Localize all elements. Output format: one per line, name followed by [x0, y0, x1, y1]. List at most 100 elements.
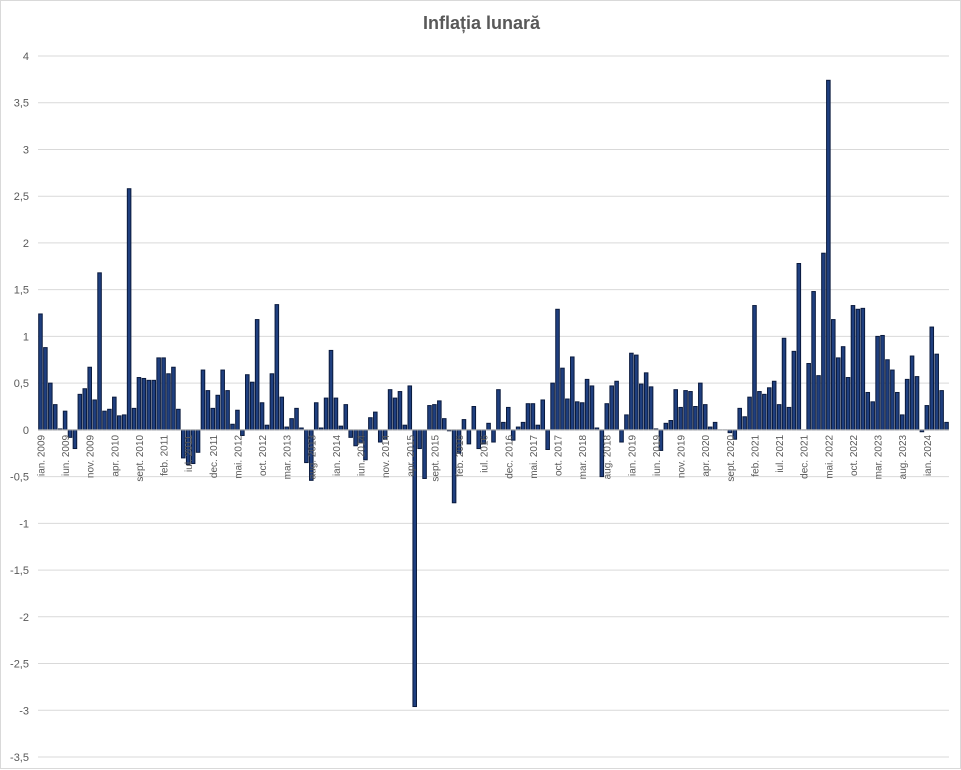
bar — [689, 392, 693, 430]
bar — [832, 320, 836, 430]
bar — [428, 406, 432, 430]
bar — [196, 430, 200, 452]
x-tick-label: aug. 2018 — [603, 434, 614, 479]
bar — [856, 309, 860, 430]
bar — [398, 392, 402, 430]
bar — [615, 381, 619, 430]
bar — [502, 422, 506, 429]
bar — [467, 430, 471, 444]
bar — [521, 422, 525, 429]
bar — [93, 400, 97, 430]
bar — [610, 386, 614, 430]
bar — [103, 411, 107, 430]
x-tick-label: nov. 2014 — [381, 434, 392, 478]
bar — [551, 383, 555, 430]
bar — [940, 391, 944, 430]
x-tick-label: dec. 2011 — [209, 434, 220, 478]
x-tick-label: oct. 2012 — [258, 434, 269, 476]
bar — [625, 415, 629, 430]
bar — [49, 383, 53, 430]
x-tick-label: dec. 2021 — [800, 434, 811, 478]
x-tick-label: nov. 2019 — [677, 434, 688, 478]
bar — [113, 397, 117, 430]
x-tick-label: feb. 2021 — [750, 434, 761, 476]
x-tick-label: apr. 2015 — [406, 434, 417, 476]
bar — [241, 430, 245, 436]
bar — [580, 403, 584, 430]
bar — [246, 375, 250, 430]
bar — [117, 416, 121, 430]
bar — [620, 430, 624, 442]
x-tick-label: apr. 2010 — [110, 434, 121, 476]
bar — [403, 425, 407, 430]
bar — [546, 430, 550, 450]
x-tick-label: oct. 2022 — [849, 434, 860, 476]
x-tick-label: feb. 2016 — [455, 434, 466, 476]
bar — [891, 370, 895, 430]
bar-series — [39, 80, 949, 706]
bar — [132, 408, 136, 430]
x-tick-label: ian. 2024 — [923, 434, 934, 476]
y-tick-label: -2,5 — [10, 659, 29, 671]
bar — [886, 360, 890, 430]
bar — [896, 392, 900, 429]
bar — [44, 348, 48, 430]
x-tick-label: sept. 2010 — [135, 434, 146, 481]
bar — [137, 378, 141, 430]
bar — [162, 358, 166, 430]
bar — [822, 253, 826, 430]
x-tick-label: ian. 2009 — [36, 434, 47, 476]
y-tick-label: 0 — [23, 425, 29, 437]
bar — [167, 374, 171, 430]
bar — [507, 407, 511, 429]
y-tick-label: 1,5 — [14, 285, 29, 297]
bar — [236, 410, 240, 430]
x-tick-label: nov. 2009 — [86, 434, 97, 478]
bar — [763, 394, 767, 430]
bar — [817, 376, 821, 430]
bar — [561, 368, 565, 430]
x-tick-label: mai. 2017 — [529, 434, 540, 478]
bar — [472, 407, 476, 430]
bar — [408, 386, 412, 430]
x-tick-label: mar. 2013 — [283, 434, 294, 479]
bar — [88, 367, 92, 430]
y-tick-label: 3,5 — [14, 98, 29, 110]
bar — [255, 320, 259, 430]
bar — [807, 364, 811, 430]
bar — [98, 273, 102, 430]
bar — [876, 336, 880, 429]
bar — [157, 358, 161, 430]
bar — [418, 430, 422, 449]
y-tick-label: -2 — [19, 612, 29, 624]
y-tick-label: -3 — [19, 705, 29, 717]
bar — [566, 399, 570, 430]
bar — [738, 408, 742, 430]
bar — [462, 420, 466, 430]
x-tick-label: iun. 2019 — [652, 434, 663, 476]
y-tick-label: -1 — [19, 518, 29, 530]
bar — [172, 367, 176, 430]
x-tick-label: iun. 2014 — [357, 434, 368, 476]
bar — [881, 335, 885, 429]
bar — [679, 407, 683, 429]
bar — [782, 338, 786, 430]
bar — [935, 354, 939, 430]
bar — [846, 378, 850, 430]
bar — [900, 415, 904, 430]
bar — [605, 404, 609, 430]
bar — [393, 398, 397, 430]
bar — [497, 390, 501, 430]
x-tick-label: feb. 2011 — [160, 434, 171, 475]
bar — [635, 355, 639, 430]
bar — [127, 189, 131, 430]
x-tick-label: sept. 2015 — [430, 434, 441, 481]
x-tick-label: mai. 2012 — [233, 434, 244, 478]
bar — [556, 309, 560, 430]
bar — [201, 370, 205, 430]
bar — [851, 306, 855, 430]
x-tick-label: ian. 2014 — [332, 434, 343, 476]
bar — [374, 412, 378, 430]
bar — [275, 305, 279, 430]
bar — [639, 384, 643, 430]
